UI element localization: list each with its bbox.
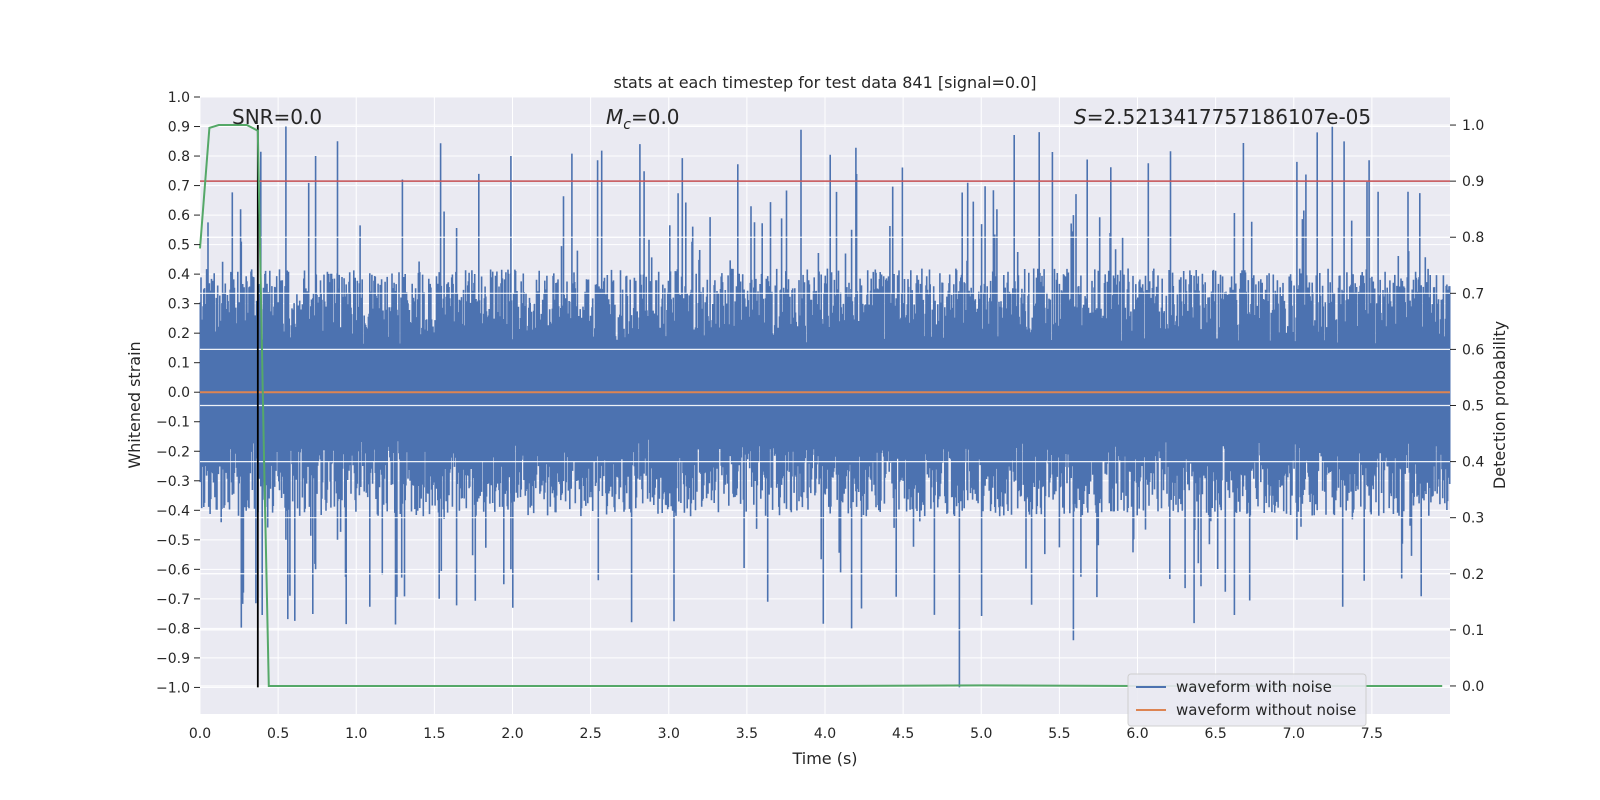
x-tick-label: 2.0 <box>501 726 523 742</box>
mc-value: =0.0 <box>631 105 680 129</box>
y2-tick-label: 0.2 <box>1462 567 1484 583</box>
y-tick-label: −0.4 <box>156 503 190 519</box>
legend-label-clean: waveform without noise <box>1176 701 1356 719</box>
y-tick-label: 0.1 <box>168 356 190 372</box>
y2-tick-label: 0.4 <box>1462 455 1484 471</box>
y2-tick-label: 0.6 <box>1462 342 1484 358</box>
y2-axis-label: Detection probability <box>1490 321 1509 489</box>
x-tick-label: 1.0 <box>345 726 367 742</box>
x-tick-label: 6.5 <box>1204 726 1226 742</box>
y-tick-label: 0.3 <box>168 297 190 313</box>
y-tick-label: −0.5 <box>156 533 190 549</box>
x-tick-label: 6.0 <box>1126 726 1148 742</box>
y-tick-label: −0.1 <box>156 415 190 431</box>
mc-symbol: M <box>606 105 623 129</box>
y2-tick-label: 0.9 <box>1462 174 1484 190</box>
chart-title: stats at each timestep for test data 841… <box>613 73 1036 92</box>
y2-tick-label: 0.0 <box>1462 679 1484 695</box>
y2-tick-label: 0.7 <box>1462 286 1484 302</box>
x-tick-label: 3.0 <box>658 726 680 742</box>
y-tick-label: −0.2 <box>156 444 190 460</box>
snr-annotation: SNR=0.0 <box>232 105 322 129</box>
legend: waveform with noise waveform without noi… <box>1127 673 1367 727</box>
x-tick-label: 1.5 <box>423 726 445 742</box>
x-tick-label: 5.5 <box>1048 726 1070 742</box>
y-tick-label: 0.8 <box>168 149 190 165</box>
s-value: =2.5213417757186107e-05 <box>1087 105 1371 129</box>
y-tick-label: −0.8 <box>156 621 190 637</box>
x-tick-label: 0.0 <box>189 726 211 742</box>
y-tick-label: −0.9 <box>156 651 190 667</box>
x-tick-label: 3.5 <box>736 726 758 742</box>
y-tick-label: 0.2 <box>168 326 190 342</box>
legend-label-noise: waveform with noise <box>1176 678 1332 696</box>
y-tick-label: 0.0 <box>168 385 190 401</box>
y-axis-label: Whitened strain <box>125 341 144 468</box>
detection-probability-line <box>199 124 1443 687</box>
x-tick-label: 7.0 <box>1283 726 1305 742</box>
y-tick-label: 0.9 <box>168 120 190 136</box>
y-tick-label: −0.3 <box>156 474 190 490</box>
y2-axis: 1.0 0.9 0.8 0.7 0.6 0.5 0.4 0.3 0.2 0.1 0.0 <box>1450 118 1484 695</box>
y2-tick-label: 0.5 <box>1462 399 1484 415</box>
y-tick-label: 0.7 <box>168 179 190 195</box>
s-symbol: S <box>1074 105 1087 129</box>
y2-tick-label: 0.3 <box>1462 511 1484 527</box>
mc-annotation: Mc=0.0 <box>606 105 680 133</box>
x-axis-label: Time (s) <box>791 749 857 768</box>
x-tick-label: 4.0 <box>814 726 836 742</box>
y-tick-label: 0.6 <box>168 208 190 224</box>
legend-box <box>1127 673 1367 727</box>
y2-tick-label: 0.1 <box>1462 623 1484 639</box>
y-tick-label: 0.4 <box>168 267 190 283</box>
x-axis: 0.0 0.5 1.0 1.5 2.0 2.5 3.0 3.5 4.0 4.5 5.0 5.5 6.0 6… <box>189 726 1383 742</box>
x-tick-label: 2.5 <box>579 726 601 742</box>
y-tick-label: −0.6 <box>156 562 190 578</box>
s-annotation: S=2.5213417757186107e-05 <box>1074 105 1371 129</box>
y2-tick-label: 1.0 <box>1462 118 1484 134</box>
y-tick-label: −0.7 <box>156 592 190 608</box>
y-tick-label: −1.0 <box>156 680 190 696</box>
y2-tick-label: 0.8 <box>1462 230 1484 246</box>
x-tick-label: 5.0 <box>970 726 992 742</box>
y-tick-label: 0.5 <box>168 238 190 254</box>
x-tick-label: 0.5 <box>267 726 289 742</box>
y-tick-label: 1.0 <box>168 90 190 106</box>
x-tick-label: 7.5 <box>1361 726 1383 742</box>
mc-subscript: c <box>623 117 631 133</box>
x-tick-label: 4.5 <box>892 726 914 742</box>
y-axis: 1.0 0.9 0.8 0.7 0.6 0.5 0.4 0.3 0.2 0.1 0.0 −0.1 −0.… <box>156 90 200 696</box>
